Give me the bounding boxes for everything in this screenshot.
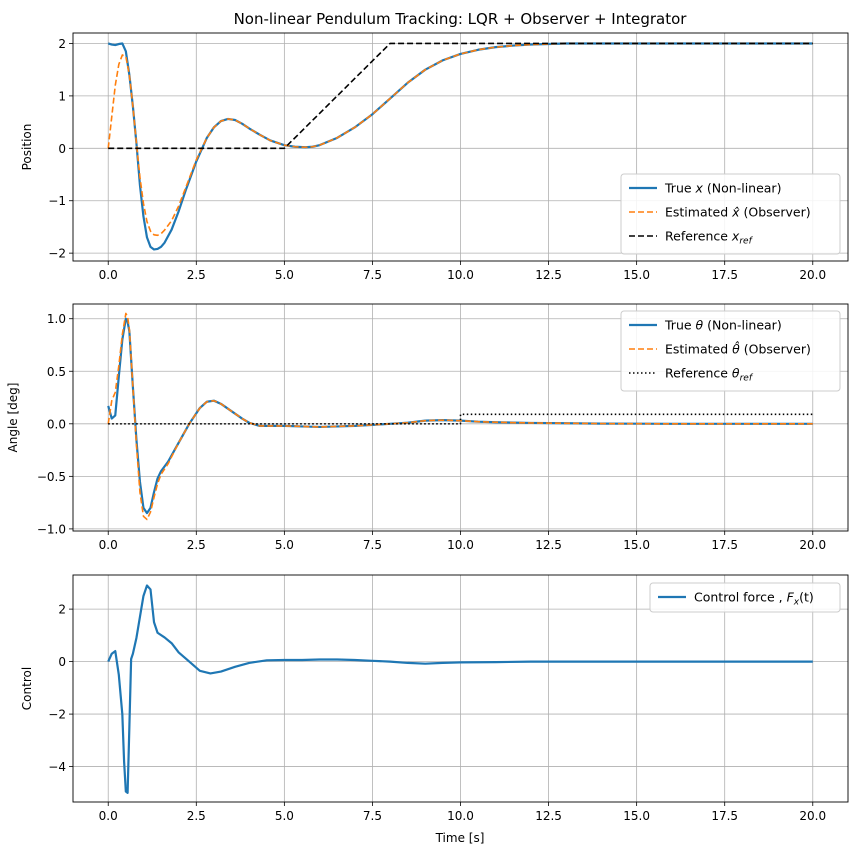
x-tick-label: 12.5 xyxy=(535,809,562,823)
x-tick-label: 20.0 xyxy=(799,538,826,552)
y-tick-label: −0.5 xyxy=(37,470,66,484)
x-tick-label: 10.0 xyxy=(447,809,474,823)
legend-box xyxy=(620,173,841,255)
y-tick-label: 0 xyxy=(58,142,66,156)
y-tick-label: 2 xyxy=(58,603,66,617)
x-tick-label: 12.5 xyxy=(535,538,562,552)
y-tick-label: 0.5 xyxy=(47,365,66,379)
legend-label: Reference θref xyxy=(665,366,754,384)
x-tick-label: 2.5 xyxy=(187,268,206,282)
y-tick-label: −2 xyxy=(48,708,66,722)
y-tick-label: 2 xyxy=(58,37,66,51)
legend-label: Estimated θ̂ (Observer) xyxy=(665,340,811,356)
x-tick-label: 0.0 xyxy=(99,268,118,282)
x-tick-label: 7.5 xyxy=(363,268,382,282)
y-tick-label: 0.0 xyxy=(47,417,66,431)
y-tick-label: 1 xyxy=(58,89,66,103)
y-axis-label: Position xyxy=(20,124,34,171)
x-tick-label: 10.0 xyxy=(447,538,474,552)
x-tick-label: 0.0 xyxy=(99,538,118,552)
y-tick-label: 0 xyxy=(58,655,66,669)
legend-label: Reference xref xyxy=(665,229,754,247)
x-tick-label: 20.0 xyxy=(799,268,826,282)
x-tick-label: 15.0 xyxy=(623,809,650,823)
chart-title: Non-linear Pendulum Tracking: LQR + Obse… xyxy=(234,10,688,28)
panel-1: 0.0 2.5 5.0 7.5 10.0 12.5 15.0 17.5 20.0 −2 −1 0 1 2 P… xyxy=(20,32,849,282)
legend-label: Control force , Fx(t) xyxy=(694,590,814,608)
x-tick-label: 5.0 xyxy=(275,538,294,552)
y-tick-label: 1.0 xyxy=(47,312,66,326)
x-tick-label: 20.0 xyxy=(799,809,826,823)
legend-label: True θ (Non-linear) xyxy=(664,318,782,333)
y-axis-label: Control xyxy=(20,667,34,710)
x-tick-label: 5.0 xyxy=(275,809,294,823)
legend-label: True x (Non-linear) xyxy=(664,181,781,196)
legend: True θ (Non-linear) Estimated θ̂ (Observe… xyxy=(620,310,841,392)
y-tick-label: −2 xyxy=(48,247,66,261)
y-tick-label: −1.0 xyxy=(37,522,66,536)
x-tick-label: 7.5 xyxy=(363,538,382,552)
x-tick-label: 2.5 xyxy=(187,809,206,823)
series-line-2 xyxy=(107,312,813,521)
legend: Control force , Fx(t) xyxy=(649,582,841,613)
panel-3: 0.0 2.5 5.0 7.5 10.0 12.5 15.0 17.5 20.0 −4 −2 0 2 Co… xyxy=(20,574,849,823)
legend-box xyxy=(620,310,841,392)
y-axis-label: Angle [deg] xyxy=(6,383,20,453)
x-tick-label: 15.0 xyxy=(623,538,650,552)
series-line-3 xyxy=(108,413,813,425)
x-tick-label: 12.5 xyxy=(535,268,562,282)
series-group xyxy=(107,42,813,251)
x-tick-label: 17.5 xyxy=(711,268,738,282)
legend: True x (Non-linear) Estimated x̂ (Observe… xyxy=(620,173,841,255)
x-tick-label: 2.5 xyxy=(187,538,206,552)
x-tick-label: 0.0 xyxy=(99,809,118,823)
x-tick-label: 5.0 xyxy=(275,268,294,282)
series-group xyxy=(107,312,813,521)
x-tick-label: 15.0 xyxy=(623,268,650,282)
series-line-2 xyxy=(107,42,813,237)
x-tick-label: 17.5 xyxy=(711,538,738,552)
x-tick-label: 7.5 xyxy=(363,809,382,823)
series-line-1 xyxy=(107,584,813,794)
panel-2: 0.0 2.5 5.0 7.5 10.0 12.5 15.0 17.5 20.0 −1.0 −0.5… xyxy=(6,303,849,552)
x-tick-label: 10.0 xyxy=(447,268,474,282)
x-tick-label: 17.5 xyxy=(711,809,738,823)
y-tick-label: −1 xyxy=(48,194,66,208)
series-line-3 xyxy=(108,42,813,150)
series-group xyxy=(107,584,813,794)
legend-label: Estimated x̂ (Observer) xyxy=(665,205,811,220)
y-tick-label: −4 xyxy=(48,760,66,774)
x-axis-label: Time [s] xyxy=(435,831,485,845)
legend-box xyxy=(649,582,841,613)
